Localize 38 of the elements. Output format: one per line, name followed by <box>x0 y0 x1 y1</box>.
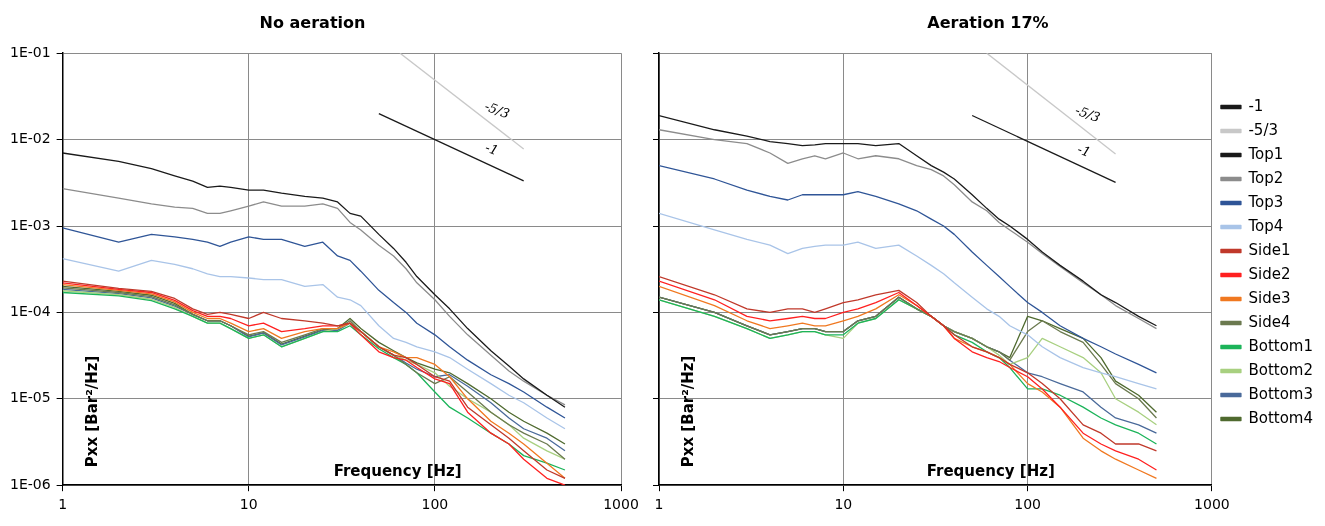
x-tick-label: 100 <box>421 496 449 513</box>
text: -5/3 <box>482 98 512 122</box>
legend-label: Bottom4 <box>1248 408 1314 427</box>
chart-title: Aeration 17% <box>927 12 1049 32</box>
y-axis-title: Pxx [Bar²/Hz] <box>678 355 697 468</box>
y-axis-title: Pxx [Bar²/Hz] <box>82 355 101 468</box>
y-tick-label: 1E-06 <box>9 475 51 492</box>
legend-label: -5/3 <box>1248 120 1278 139</box>
legend-label: Bottom1 <box>1248 336 1314 355</box>
legend-label: Side3 <box>1248 288 1291 307</box>
x-tick-label: 1000 <box>1194 496 1230 513</box>
chart-title: No aeration <box>259 12 366 32</box>
y-tick-label: 1E-05 <box>9 389 51 406</box>
legend-label: Bottom2 <box>1248 360 1314 379</box>
text: -5/3 <box>1073 102 1103 126</box>
x-tick-label: 1 <box>58 496 68 513</box>
y-tick-label: 1E-04 <box>9 303 51 320</box>
x-tick-label: 100 <box>1014 496 1041 513</box>
legend-label: Top4 <box>1247 216 1284 235</box>
x-tick-label: 1 <box>654 496 664 513</box>
x-tick-label: 10 <box>834 496 853 513</box>
y-tick-label: 1E-03 <box>9 216 51 233</box>
x-axis-title: Frequency [Hz] <box>333 461 462 480</box>
legend-label: Bottom3 <box>1248 384 1314 403</box>
legend-label: Top1 <box>1247 144 1284 163</box>
x-tick-label: 1000 <box>603 496 639 513</box>
legend-label: Top3 <box>1247 192 1284 211</box>
text: -1 <box>1075 141 1093 160</box>
legend-label: Side4 <box>1248 312 1291 331</box>
legend-label: -1 <box>1248 96 1264 115</box>
y-tick-label: 1E-02 <box>9 130 51 147</box>
x-axis-title: Frequency [Hz] <box>926 461 1055 480</box>
legend-label: Side1 <box>1248 240 1291 259</box>
legend-label: Top2 <box>1247 168 1284 187</box>
x-tick-label: 10 <box>239 496 258 513</box>
legend-label: Side2 <box>1248 264 1291 283</box>
y-tick-label: 1E-01 <box>9 43 51 60</box>
text: -1 <box>483 139 501 159</box>
